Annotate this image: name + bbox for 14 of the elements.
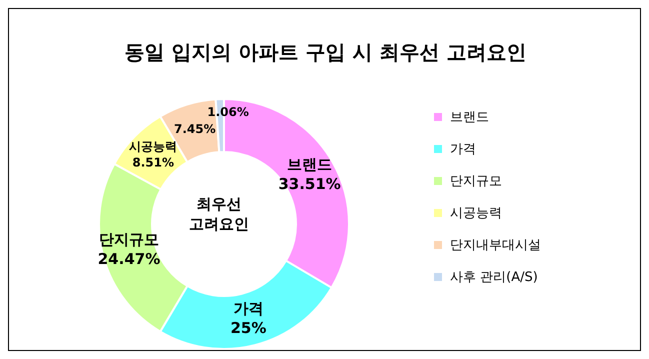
data-label: 브랜드 33.51% [278,156,341,194]
data-label: 7.45% [174,122,216,136]
legend-label: 브랜드 [449,109,490,127]
legend-label: 단지내부대시설 [449,237,541,255]
text: 최우선 고려요인 [189,195,249,233]
legend-label: 단지규모 [449,173,503,191]
legend-label: 사후 관리(A/S) [449,269,539,287]
data-label: 시공능력 8.51% [129,140,178,170]
chart-title: 동일 입지의 아파트 구입 시 최우선 고려요인 [124,39,528,66]
legend-label: 가격 [449,141,477,159]
data-label: 단지규모 24.47% [98,230,160,268]
data-label: 가격 25% [230,300,266,338]
data-label: 1.06% [207,105,249,120]
legend-label: 시공능력 [449,205,503,223]
